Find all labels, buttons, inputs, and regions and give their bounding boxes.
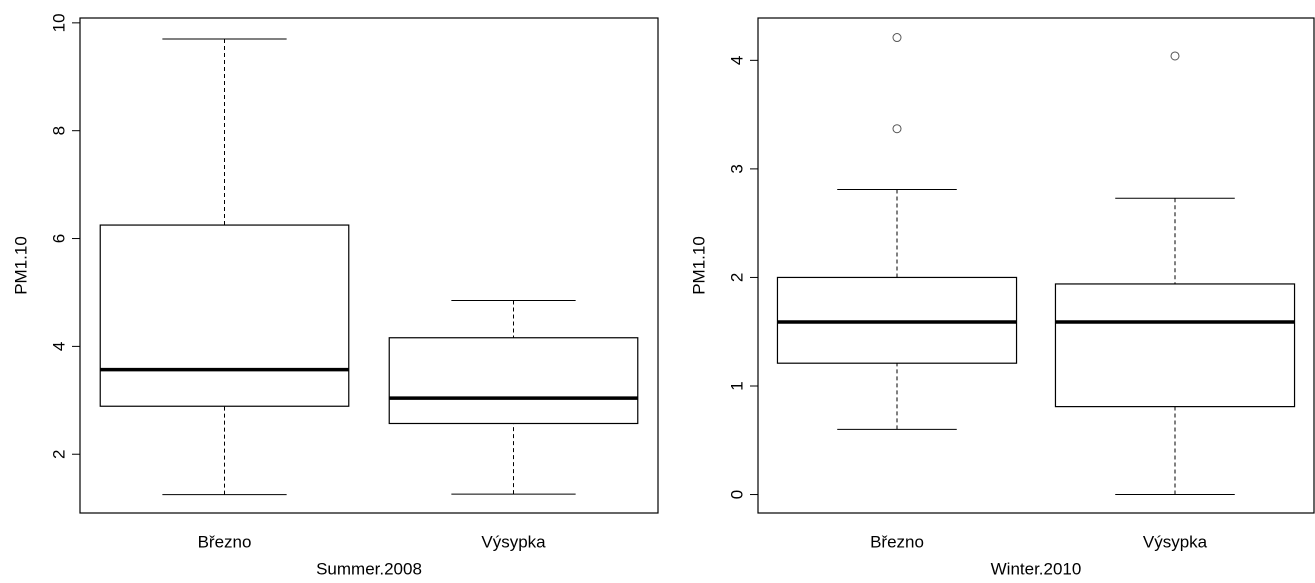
y-tick-label: 2 — [49, 449, 68, 458]
y-tick-label: 6 — [49, 234, 68, 243]
y-tick-label: 8 — [49, 126, 68, 135]
box — [1054, 283, 1296, 408]
y-axis-label: PM1.10 — [689, 236, 708, 295]
x-tick-label: Březno — [870, 532, 924, 551]
outlier — [892, 33, 902, 43]
x-tick-label: Výsypka — [1143, 532, 1208, 551]
y-tick-label: 2 — [727, 273, 746, 282]
x-axis-label: Winter.2010 — [991, 559, 1082, 578]
y-axis-label: PM1.10 — [11, 236, 30, 295]
x-tick-label: Výsypka — [481, 532, 546, 551]
outlier — [1170, 51, 1180, 61]
y-tick-label: 0 — [727, 490, 746, 499]
box — [99, 224, 350, 407]
plot-frame — [79, 17, 659, 514]
x-tick-label: Březno — [198, 532, 252, 551]
box — [388, 337, 639, 425]
y-tick-label: 3 — [727, 164, 746, 173]
y-tick-label: 10 — [49, 13, 68, 32]
y-tick-label: 4 — [49, 342, 68, 351]
outlier — [892, 124, 902, 134]
x-axis-label: Summer.2008 — [316, 559, 422, 578]
plot-frame — [757, 17, 1315, 514]
y-tick-label: 1 — [727, 381, 746, 390]
y-tick-label: 4 — [727, 56, 746, 65]
